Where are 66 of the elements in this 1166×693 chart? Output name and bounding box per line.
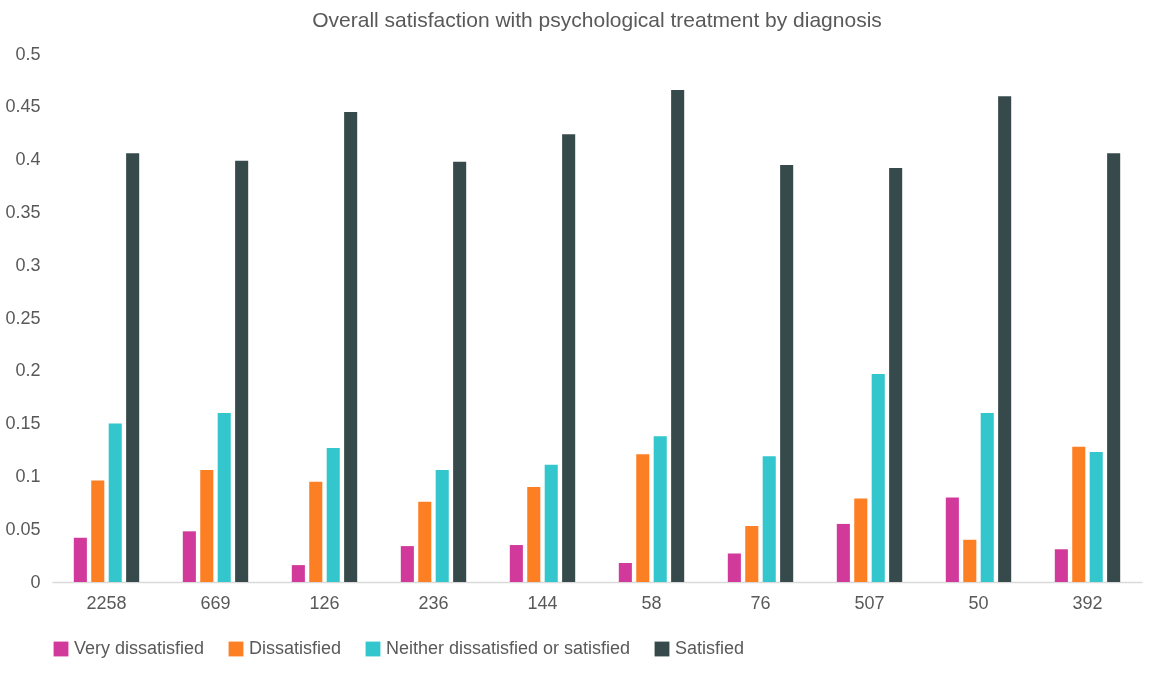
y-tick-label: 0.15 bbox=[5, 413, 41, 434]
legend-label: Neither dissatisfied or satisfied bbox=[386, 638, 631, 658]
bar bbox=[871, 373, 885, 582]
bar bbox=[73, 537, 87, 582]
y-tick-label: 0.5 bbox=[15, 43, 41, 64]
bar bbox=[344, 112, 358, 582]
bar bbox=[889, 168, 903, 582]
bar bbox=[453, 161, 467, 582]
legend-label: Satisfied bbox=[675, 638, 745, 658]
bar bbox=[309, 481, 323, 582]
bar bbox=[980, 413, 994, 582]
bar bbox=[636, 454, 650, 582]
y-tick-label: 0.45 bbox=[5, 96, 41, 117]
bar bbox=[762, 456, 776, 582]
x-tick-label: 76 bbox=[750, 592, 771, 613]
legend-label: Dissatisfied bbox=[249, 638, 342, 658]
x-tick-label: 392 bbox=[1072, 592, 1103, 613]
bar bbox=[780, 164, 794, 582]
y-tick-label: 0.05 bbox=[5, 518, 41, 539]
x-tick-label: 507 bbox=[854, 592, 885, 613]
bar bbox=[653, 436, 667, 582]
bar bbox=[727, 553, 741, 582]
bar bbox=[544, 464, 558, 582]
x-tick-label: 144 bbox=[527, 592, 558, 613]
bar bbox=[963, 539, 977, 582]
bar bbox=[527, 486, 541, 582]
bar bbox=[291, 565, 305, 582]
bar bbox=[854, 498, 868, 582]
x-tick-label: 126 bbox=[309, 592, 340, 613]
bar bbox=[945, 497, 959, 582]
x-tick-label: 58 bbox=[641, 592, 662, 613]
bar bbox=[435, 470, 449, 582]
y-tick-label: 0.3 bbox=[15, 254, 41, 275]
y-tick-label: 0.25 bbox=[5, 307, 41, 328]
y-tick-label: 0.4 bbox=[15, 149, 41, 170]
bar bbox=[509, 545, 523, 582]
x-tick-label: 50 bbox=[968, 592, 989, 613]
bar bbox=[1089, 452, 1103, 582]
bar bbox=[418, 501, 432, 582]
bar bbox=[182, 531, 196, 582]
bar bbox=[745, 526, 759, 582]
legend-label: Very dissatisfied bbox=[74, 638, 205, 658]
bar bbox=[618, 562, 632, 582]
bar bbox=[400, 546, 414, 582]
x-tick-label: 236 bbox=[418, 592, 449, 613]
y-tick-label: 0.2 bbox=[15, 360, 41, 381]
bar bbox=[326, 447, 340, 582]
bar bbox=[671, 89, 685, 582]
x-tick-label: 669 bbox=[200, 592, 231, 613]
y-tick-label: 0.1 bbox=[15, 465, 41, 486]
bar bbox=[108, 423, 122, 582]
bar bbox=[217, 413, 231, 582]
bar bbox=[1107, 153, 1121, 582]
bar bbox=[91, 480, 105, 582]
bar bbox=[998, 96, 1012, 582]
bar bbox=[836, 523, 850, 582]
y-tick-label: 0.35 bbox=[5, 201, 41, 222]
chart-title: Overall satisfaction with psychological treatment by diagnosis bbox=[312, 8, 882, 31]
x-tick-label: 2258 bbox=[86, 592, 127, 613]
y-tick-label: 0 bbox=[30, 571, 41, 592]
bar bbox=[235, 160, 249, 582]
bar bbox=[562, 134, 576, 582]
bar bbox=[200, 470, 214, 582]
bar bbox=[126, 153, 140, 582]
bar bbox=[1072, 446, 1086, 582]
bar bbox=[1054, 549, 1068, 582]
